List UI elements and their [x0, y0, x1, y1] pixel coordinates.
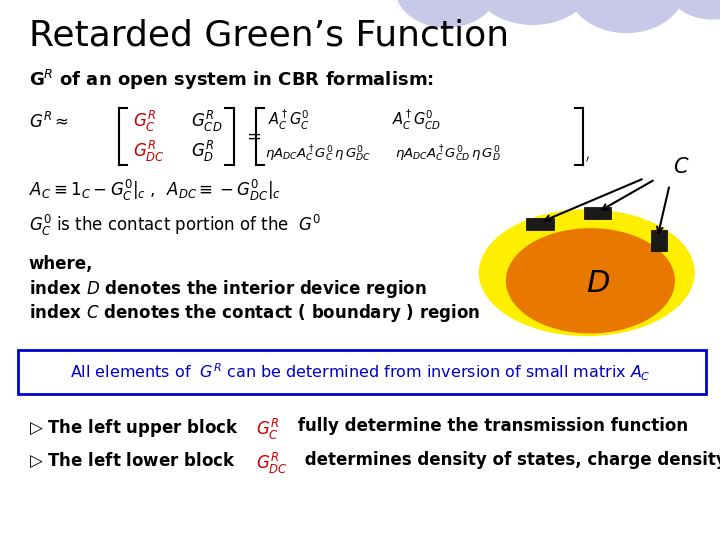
Text: $'$: $'$ — [585, 156, 590, 171]
Text: $G_{DC}^R$: $G_{DC}^R$ — [256, 451, 288, 476]
Text: fully determine the transmission function: fully determine the transmission functio… — [292, 417, 688, 435]
Text: index $C$ denotes the contact ( boundary ) region: index $C$ denotes the contact ( boundary… — [29, 302, 480, 325]
Text: $\triangleright$ The left upper block: $\triangleright$ The left upper block — [29, 417, 244, 439]
Text: $G_{CD}^R$: $G_{CD}^R$ — [191, 109, 222, 134]
Text: determines density of states, charge density etc.: determines density of states, charge den… — [299, 451, 720, 469]
Text: $G_D^R$: $G_D^R$ — [191, 139, 214, 164]
Text: $G^R \approx$: $G^R \approx$ — [29, 111, 69, 132]
Circle shape — [569, 0, 684, 32]
Text: $\eta A_{DC}A_C^\dagger G_{CD}^0\,\eta\, G_D^0$: $\eta A_{DC}A_C^\dagger G_{CD}^0\,\eta\,… — [395, 143, 500, 164]
Text: $\eta A_{DC}A_C^\dagger G_C^0\,\eta\, G_{DC}^0$: $\eta A_{DC}A_C^\dagger G_C^0\,\eta\, G_… — [265, 143, 371, 164]
Text: Retarded Green’s Function: Retarded Green’s Function — [29, 19, 509, 53]
Text: $G_C^R$: $G_C^R$ — [256, 417, 279, 442]
Text: $=$: $=$ — [243, 127, 262, 145]
Text: All elements of  $G^R$ can be determined from inversion of small matrix $A_C$: All elements of $G^R$ can be determined … — [70, 361, 650, 383]
Ellipse shape — [479, 209, 695, 336]
Text: $G_C^R$: $G_C^R$ — [133, 109, 156, 134]
FancyBboxPatch shape — [651, 230, 667, 251]
Circle shape — [666, 0, 720, 19]
Circle shape — [472, 0, 594, 24]
Text: index $D$ denotes the interior device region: index $D$ denotes the interior device re… — [29, 278, 426, 300]
Text: where,: where, — [29, 255, 94, 273]
Ellipse shape — [505, 228, 675, 333]
FancyBboxPatch shape — [584, 207, 611, 219]
Text: $A_C^\dagger G_C^0$: $A_C^\dagger G_C^0$ — [268, 108, 310, 132]
Text: $G_C^0$ is the contact portion of the  $G^0$: $G_C^0$ is the contact portion of the $G… — [29, 213, 321, 238]
Text: $G_{DC}^R$: $G_{DC}^R$ — [133, 139, 165, 164]
Circle shape — [396, 0, 497, 27]
Text: $A_C \equiv 1_C - G_C^0|_c\;,\;\; A_{DC} \equiv -G_{DC}^0|_c$: $A_C \equiv 1_C - G_C^0|_c\;,\;\; A_{DC}… — [29, 178, 281, 202]
Text: $\triangleright$ The left lower block: $\triangleright$ The left lower block — [29, 451, 241, 470]
Text: $D$: $D$ — [585, 269, 610, 298]
Text: $\mathbf{G}^R$ of an open system in CBR formalism:: $\mathbf{G}^R$ of an open system in CBR … — [29, 68, 433, 92]
Text: $A_C^\dagger G_{CD}^0$: $A_C^\dagger G_{CD}^0$ — [392, 108, 442, 132]
FancyBboxPatch shape — [18, 350, 706, 394]
Text: $C$: $C$ — [673, 157, 690, 178]
FancyBboxPatch shape — [526, 218, 554, 230]
